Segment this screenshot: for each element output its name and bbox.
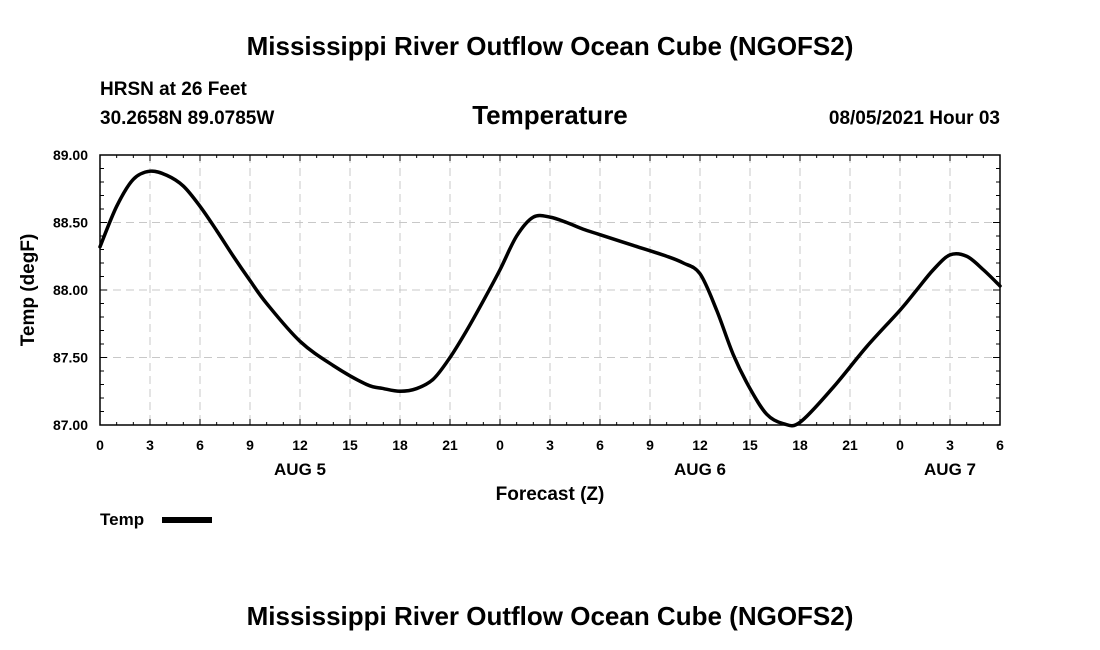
station-label: HRSN at 26 Feet	[100, 79, 247, 100]
x-tick-label: 3	[146, 437, 154, 453]
day-label: AUG 5	[274, 460, 326, 479]
chart-title: Temperature	[472, 100, 628, 130]
coordinates-label: 30.2658N 89.0785W	[100, 108, 274, 129]
x-tick-label: 0	[496, 437, 504, 453]
series-layer	[98, 169, 1002, 428]
x-tick-label: 6	[196, 437, 204, 453]
x-tick-label: 15	[742, 437, 758, 453]
x-tick-label: 0	[896, 437, 904, 453]
y-tick-label: 88.50	[53, 215, 88, 231]
x-tick-label: 21	[442, 437, 458, 453]
x-tick-label: 3	[546, 437, 554, 453]
x-tick-label: 12	[292, 437, 308, 453]
x-tick-label: 15	[342, 437, 358, 453]
x-axis-label: Forecast (Z)	[496, 484, 605, 505]
x-tick-label: 9	[646, 437, 654, 453]
x-tick-label: 21	[842, 437, 858, 453]
x-tick-label: 6	[996, 437, 1004, 453]
axis-ticks: 0 3 6 9 12 15 18 21 0 3 6 9 12 15 18 21 0 3 6 87.00 87.50 88.…	[53, 147, 1004, 479]
y-axis-label: Temp (degF)	[18, 234, 39, 347]
y-tick-label: 88.00	[53, 282, 88, 298]
x-tick-label: 0	[96, 437, 104, 453]
page-title-top: Mississippi River Outflow Ocean Cube (NG…	[247, 31, 854, 61]
series-line-temp	[98, 169, 1002, 428]
x-tick-label: 18	[392, 437, 408, 453]
x-tick-label: 3	[946, 437, 954, 453]
page-title-bottom: Mississippi River Outflow Ocean Cube (NG…	[247, 601, 854, 631]
y-tick-label: 89.00	[53, 147, 88, 163]
plot-frame	[99, 154, 1001, 426]
datetime-label: 08/05/2021 Hour 03	[829, 108, 1000, 129]
grid	[100, 155, 1000, 425]
day-label: AUG 6	[674, 460, 726, 479]
y-tick-label: 87.50	[53, 350, 88, 366]
y-tick-label: 87.00	[53, 417, 88, 433]
day-label: AUG 7	[924, 460, 976, 479]
x-tick-label: 12	[692, 437, 708, 453]
legend: Temp	[100, 510, 212, 529]
legend-label: Temp	[100, 510, 144, 529]
x-tick-label: 18	[792, 437, 808, 453]
x-tick-label: 9	[246, 437, 254, 453]
x-tick-label: 6	[596, 437, 604, 453]
